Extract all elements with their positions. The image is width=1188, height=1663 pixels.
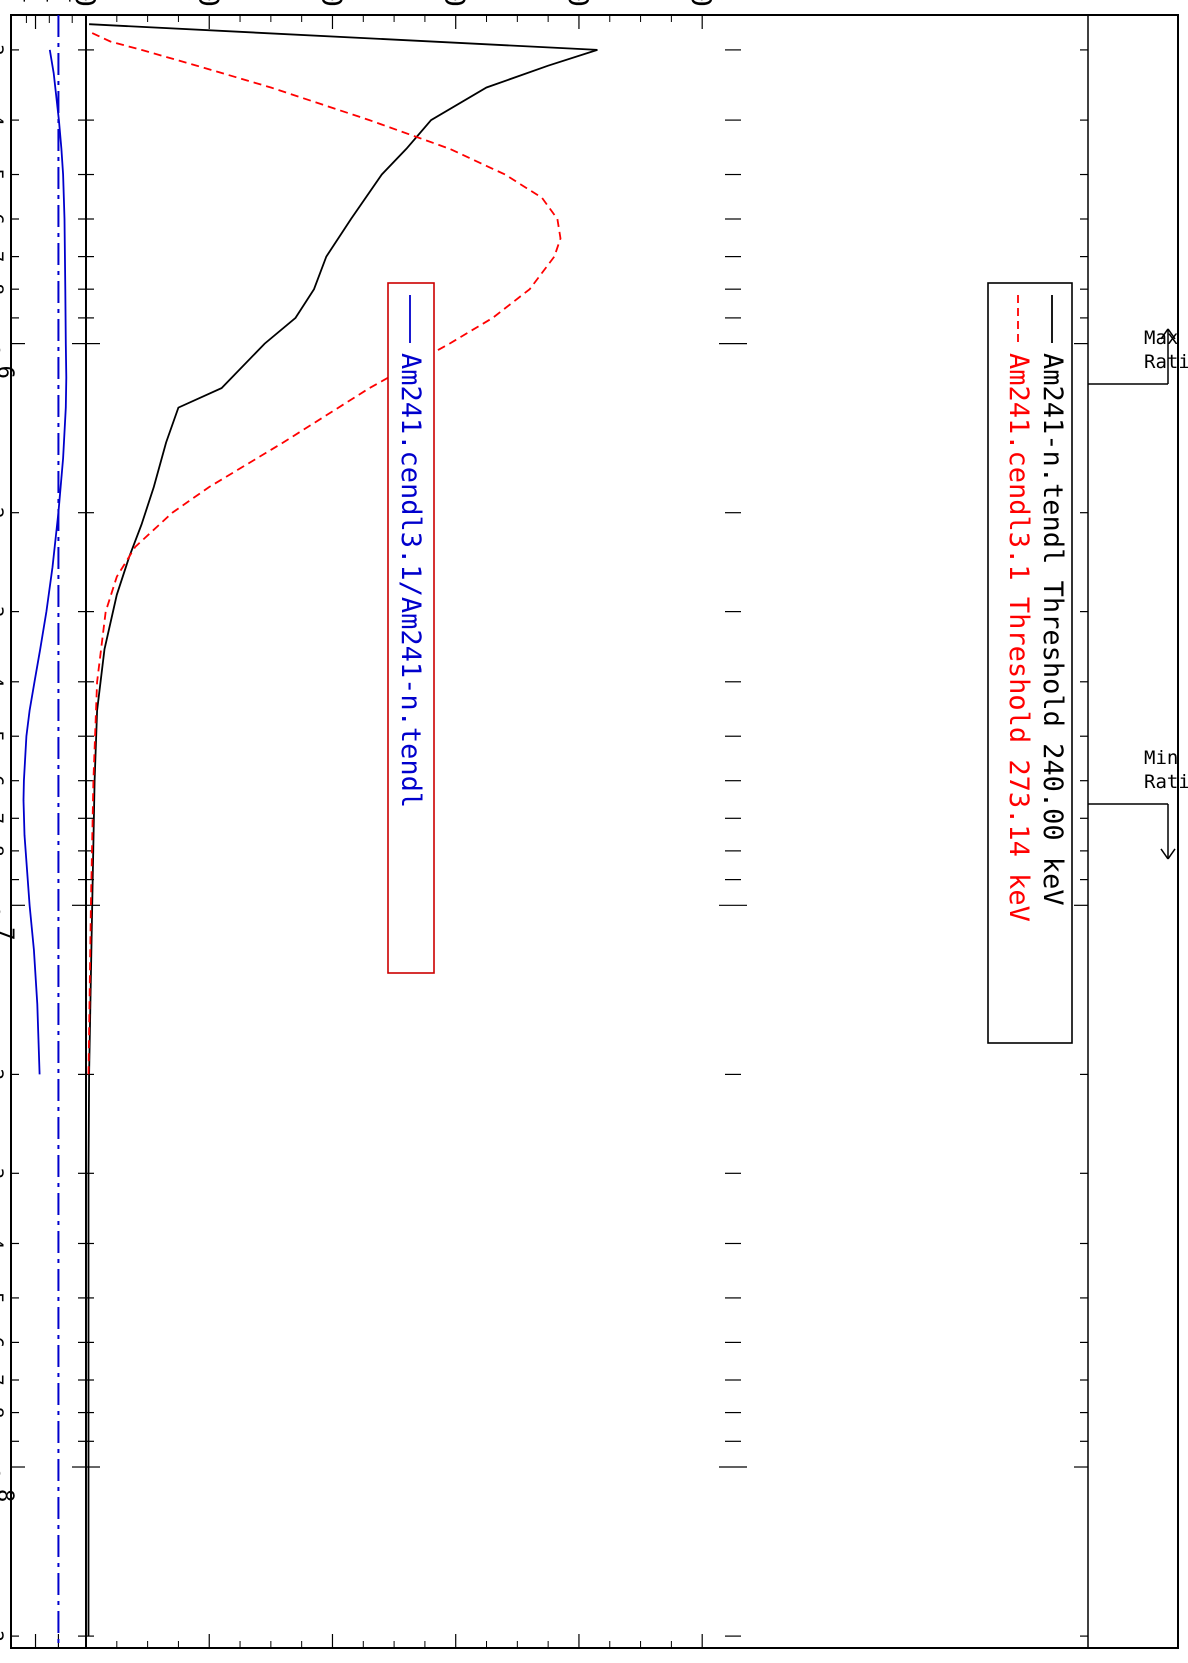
marker-label-line: Max — [1144, 327, 1178, 349]
y-tick-label: 0 — [69, 0, 102, 7]
x-tick-label: 3 — [0, 606, 7, 617]
x-tick-label: 5 — [0, 169, 7, 180]
x-tick-label: 8 — [0, 1407, 7, 1418]
marker-label-line: Ratio — [1144, 351, 1188, 373]
y-tick-label: 40 — [315, 0, 348, 7]
marker-label-line: Ratio — [1144, 771, 1188, 793]
x-tick-label: 5 — [0, 730, 7, 741]
x-tick-label: 4 — [0, 114, 7, 125]
x-tick-label: 8 — [0, 845, 7, 856]
ratio-frame — [10, 14, 87, 1649]
x-tick-label: 3 — [0, 44, 7, 55]
x-tick-label: 10 — [0, 886, 6, 920]
ratio-y-tick-label: 4 — [61, 0, 82, 2]
x-tick-label: 3 — [0, 1168, 7, 1179]
x-tick-label: 10 — [0, 325, 6, 359]
marker-label: MaxRatio — [1144, 327, 1188, 373]
x-tick-label: 7 — [0, 251, 7, 262]
marker-label-line: Min — [1144, 747, 1178, 769]
y-tick-label: 100 — [685, 0, 718, 7]
marker-arrowhead — [1160, 848, 1176, 860]
x-tick-exponent: 8 — [0, 1489, 17, 1502]
x-tick-label: 2 — [0, 1069, 7, 1080]
ratio-legend-box — [387, 282, 435, 974]
marker-label: MinRatio — [1144, 747, 1188, 793]
x-tick-label: 4 — [0, 676, 7, 687]
series-line-xs-0 — [87, 23, 598, 1637]
ratio-y-tick-label: 4 — [15, 0, 36, 2]
ratio-y-tick-label: 4 — [38, 0, 59, 2]
x-tick-label: 7 — [0, 1374, 7, 1385]
x-tick-label: 2 — [0, 507, 7, 518]
x-tick-label: 10 — [0, 1448, 6, 1482]
x-tick-label: 2 — [0, 1630, 7, 1641]
y-tick-label: 80 — [562, 0, 595, 7]
series-line-ratio-0 — [22, 49, 68, 1075]
series-line-xs-1 — [87, 32, 562, 1075]
x-tick-exponent: 7 — [0, 927, 17, 940]
x-tick-label: 4 — [0, 1238, 7, 1249]
x-tick-label: 6 — [0, 775, 7, 786]
x-tick-label: 6 — [0, 1337, 7, 1348]
ratio-legend-entry: Am241.cendl3.1/Am241-n.tendl — [395, 353, 426, 808]
y-tick-label: 20 — [192, 0, 225, 7]
x-tick-label: 7 — [0, 813, 7, 824]
marker-arrowhead — [1160, 328, 1176, 340]
x-tick-label: 5 — [0, 1292, 7, 1303]
x-tick-label: 6 — [0, 213, 7, 224]
legend-box — [987, 282, 1073, 1044]
y-tick-label: 60 — [439, 0, 472, 7]
x-tick-exponent: 6 — [0, 366, 17, 379]
legend-entry: Am241-n.tendl Threshold 240.00 keV — [1037, 353, 1068, 906]
x-tick-label: 8 — [0, 283, 7, 294]
legend-entry: Am241.cendl3.1 Threshold 273.14 keV — [1003, 353, 1034, 922]
